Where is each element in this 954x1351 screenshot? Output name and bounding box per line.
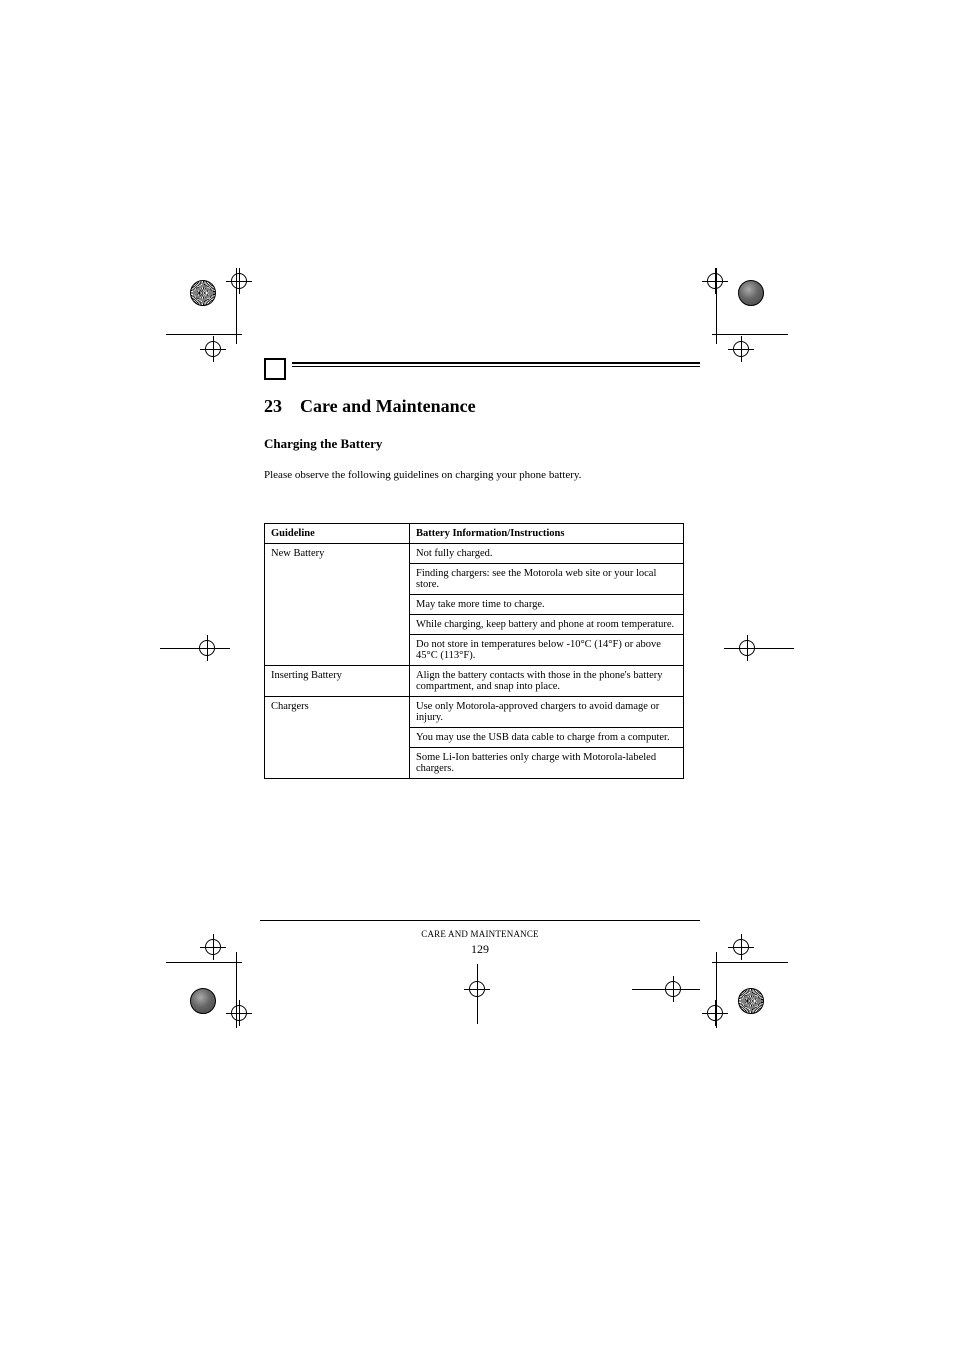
table-row: New Battery Not fully charged. xyxy=(265,544,684,564)
charging-table: Guideline Battery Information/Instructio… xyxy=(264,523,684,779)
table-cell-label: Chargers xyxy=(265,697,410,779)
registration-target-icon xyxy=(738,988,764,1014)
table-cell: Use only Motorola-approved chargers to a… xyxy=(410,697,684,728)
table-row: Chargers Use only Motorola-approved char… xyxy=(265,697,684,728)
page-footer: CARE AND MAINTENANCE 129 xyxy=(260,920,700,957)
footer-caption: CARE AND MAINTENANCE xyxy=(260,929,700,939)
table-cell: Not fully charged. xyxy=(410,544,684,564)
registration-target-icon xyxy=(190,988,216,1014)
table-header-guideline: Guideline xyxy=(265,524,410,544)
registration-target-icon xyxy=(738,280,764,306)
table-row: Inserting Battery Align the battery cont… xyxy=(265,666,684,697)
section-number: 23 xyxy=(264,396,282,416)
table-cell: While charging, keep battery and phone a… xyxy=(410,615,684,635)
section-title-text: Care and Maintenance xyxy=(300,396,476,416)
table-cell-label: Inserting Battery xyxy=(265,666,410,697)
section-title: 23 Care and Maintenance xyxy=(264,396,476,417)
table-cell: Do not store in temperatures below -10°C… xyxy=(410,635,684,666)
table-cell-label: New Battery xyxy=(265,544,410,666)
table-cell: You may use the USB data cable to charge… xyxy=(410,728,684,748)
table-cell: May take more time to charge. xyxy=(410,595,684,615)
page-number: 129 xyxy=(260,942,700,957)
table-cell: Align the battery contacts with those in… xyxy=(410,666,684,697)
header-rules xyxy=(292,362,700,366)
table-header-row: Guideline Battery Information/Instructio… xyxy=(265,524,684,544)
table-cell: Finding chargers: see the Motorola web s… xyxy=(410,564,684,595)
section-marker-icon xyxy=(264,358,286,380)
subsection-title: Charging the Battery xyxy=(264,436,382,452)
table-header-info: Battery Information/Instructions xyxy=(410,524,684,544)
registration-target-icon xyxy=(190,280,216,306)
intro-text: Please observe the following guidelines … xyxy=(264,468,581,483)
table-cell: Some Li-Ion batteries only charge with M… xyxy=(410,748,684,779)
